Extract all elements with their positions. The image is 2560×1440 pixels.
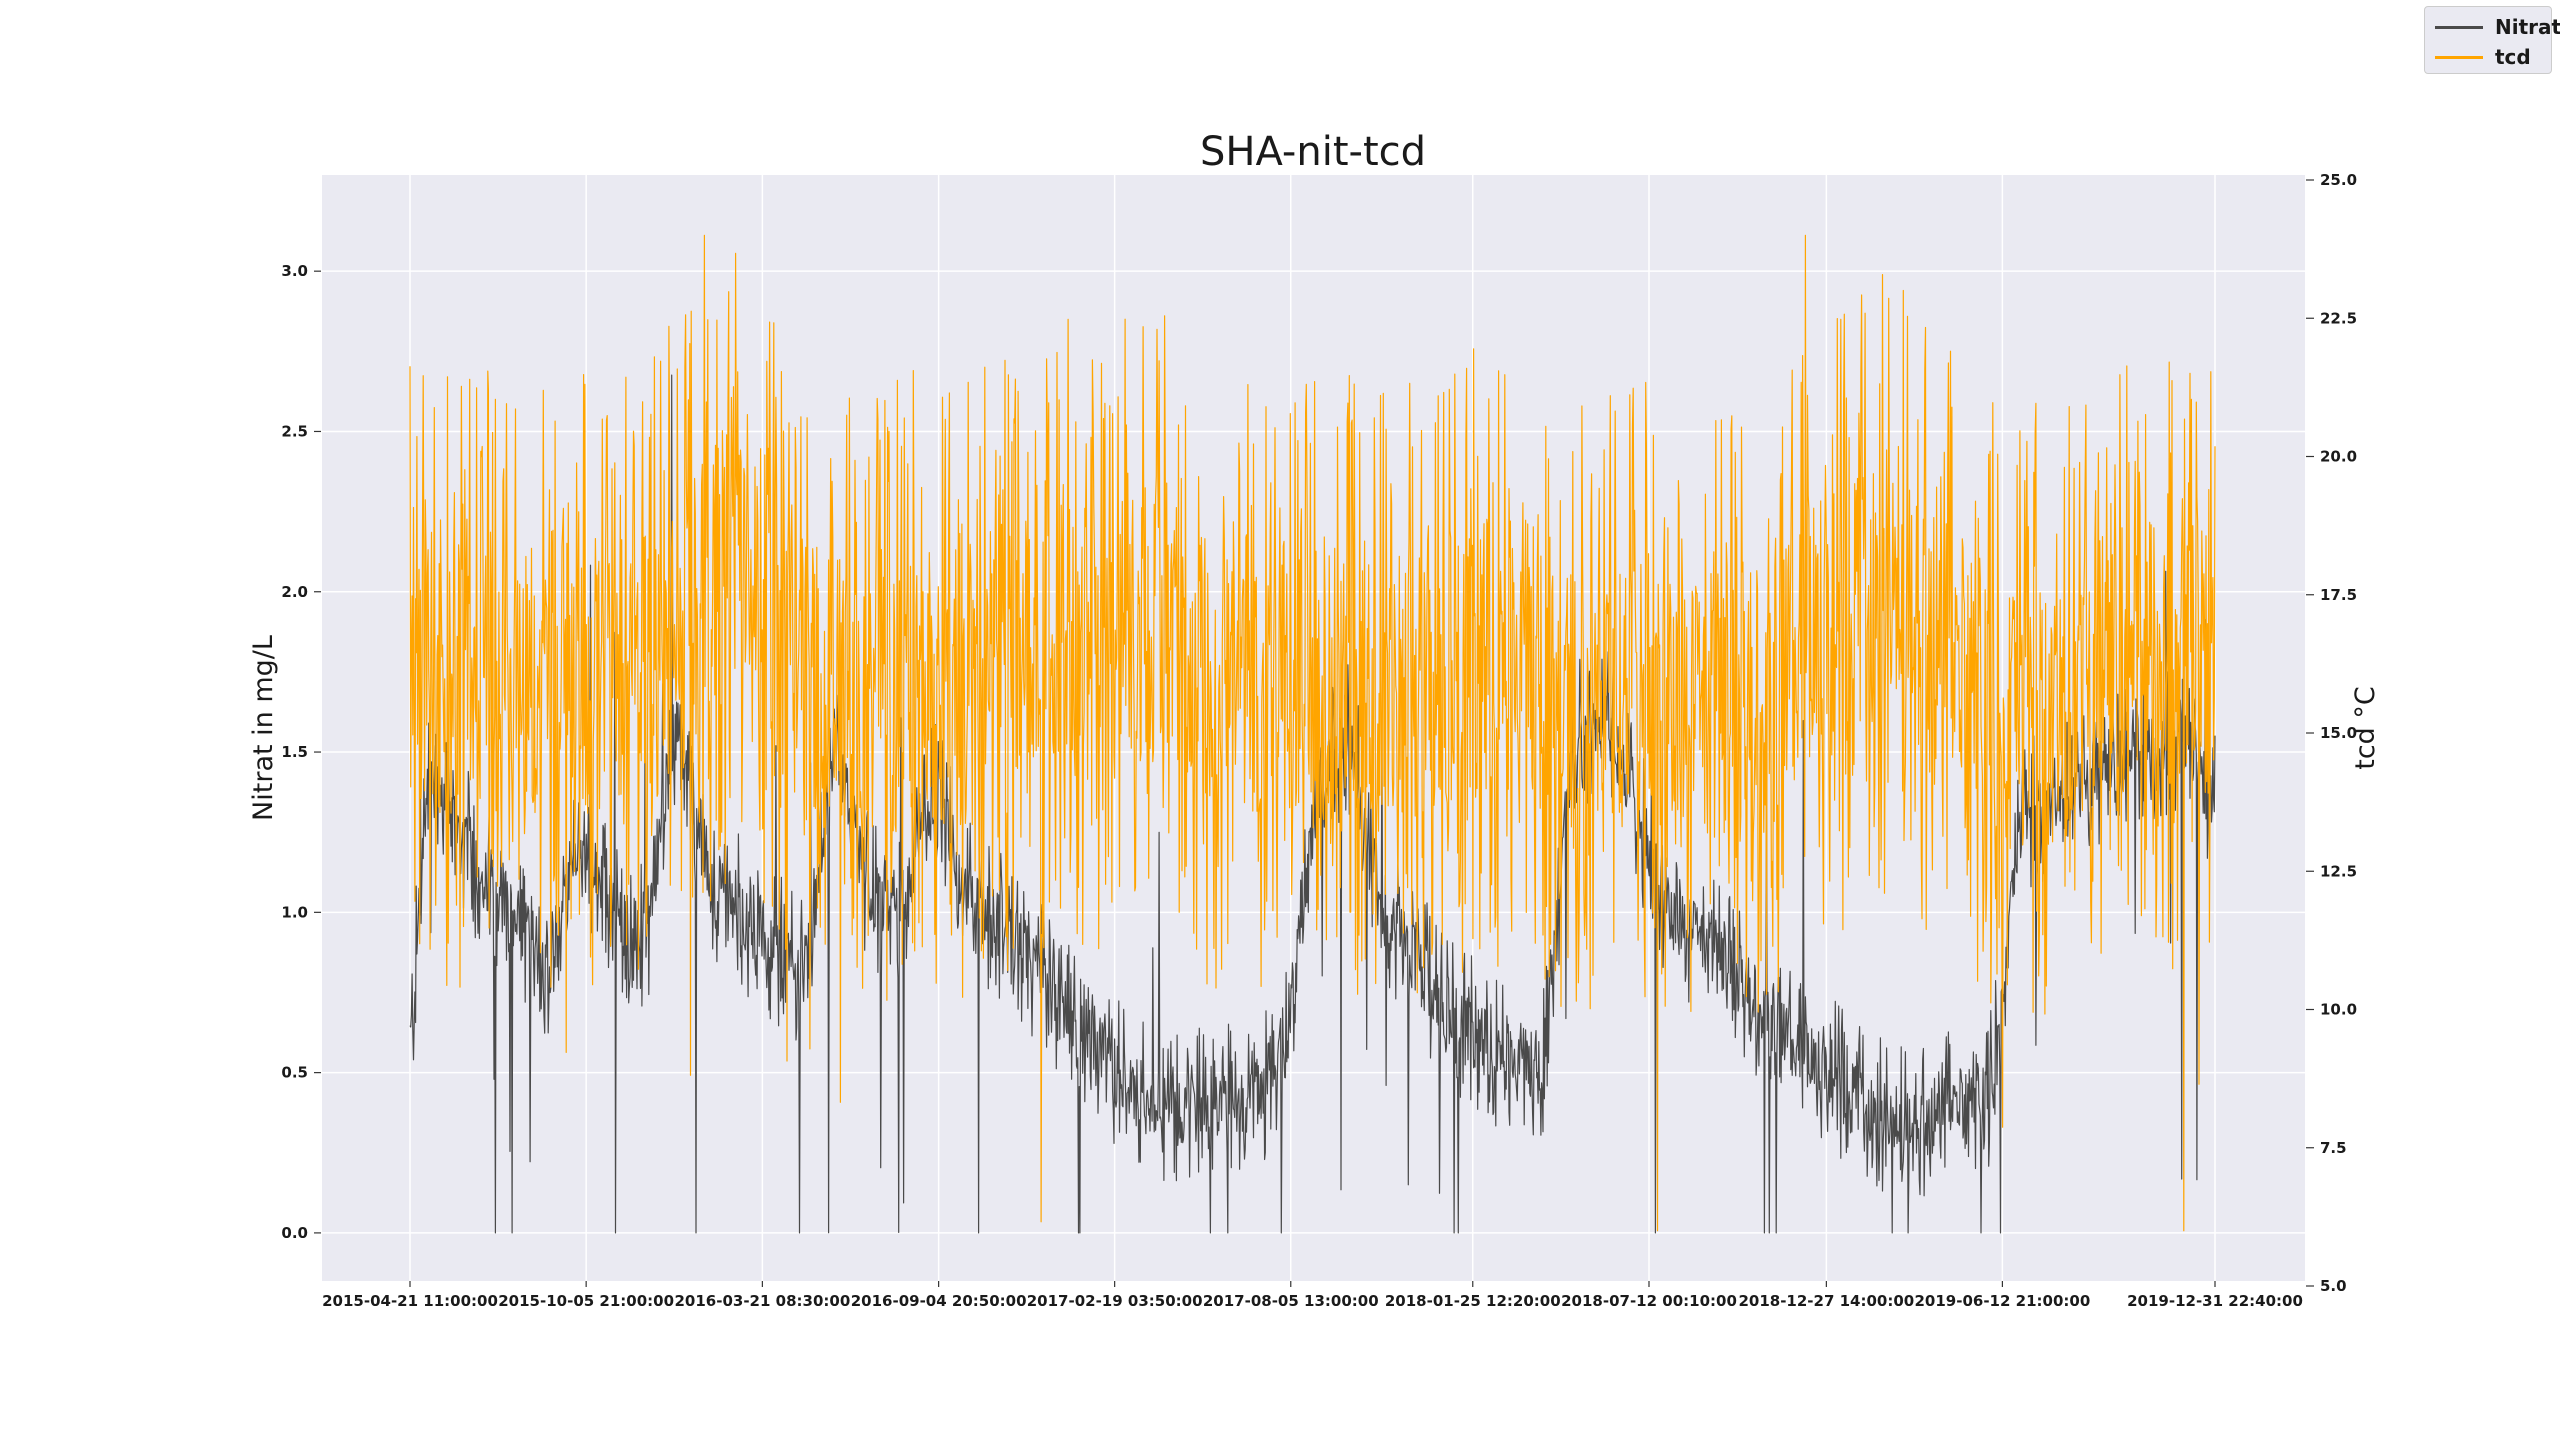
y-tick-label: 2.5 bbox=[281, 422, 308, 440]
legend: Nitrat tcd bbox=[2424, 6, 2560, 74]
y2-axis-label: tcd °C bbox=[2350, 686, 2381, 770]
x-tick-label: 2017-08-05 13:00:00 bbox=[1203, 1292, 1379, 1310]
x-tick-label: 2018-01-25 12:20:00 bbox=[1385, 1292, 1561, 1310]
y2-tick-label: 7.5 bbox=[2320, 1139, 2347, 1157]
x-tick-label: 2015-10-05 21:00:00 bbox=[498, 1292, 674, 1310]
legend-label-nitrat: Nitrat bbox=[2495, 15, 2560, 39]
series-nitrat bbox=[409, 374, 2216, 1234]
x-tick-label: 2018-07-12 00:10:00 bbox=[1561, 1292, 1737, 1310]
y2-tick-label: 10.0 bbox=[2320, 1001, 2357, 1019]
y-tick-label: 3.0 bbox=[281, 262, 308, 280]
y2-tick-label: 15.0 bbox=[2320, 724, 2357, 742]
y-axis-label: Nitrat in mg/L bbox=[248, 635, 279, 821]
x-tick-label: 2018-12-27 14:00:00 bbox=[1738, 1292, 1914, 1310]
x-tick-label: 2016-09-04 20:50:00 bbox=[851, 1292, 1027, 1310]
y2-tick-label: 12.5 bbox=[2320, 862, 2357, 880]
x-tick-label: 2016-03-21 08:30:00 bbox=[674, 1292, 850, 1310]
series-line-nitrat bbox=[409, 374, 2216, 1234]
y-tick-label: 2.0 bbox=[281, 583, 308, 601]
x-tick-label: 2015-04-21 11:00:00 bbox=[322, 1292, 498, 1310]
legend-item-tcd: tcd bbox=[2425, 43, 2551, 71]
y2-tick-label: 22.5 bbox=[2320, 309, 2357, 327]
x-tick-label: 2019-12-31 22:40:00 bbox=[2127, 1292, 2303, 1310]
legend-item-nitrat: Nitrat bbox=[2425, 13, 2560, 41]
legend-swatch-nitrat bbox=[2435, 26, 2483, 29]
y-tick-label: 1.5 bbox=[281, 743, 308, 761]
x-tick-label: 2017-02-19 03:50:00 bbox=[1027, 1292, 1203, 1310]
y2-tick-label: 25.0 bbox=[2320, 171, 2357, 189]
x-tick-label: 2019-06-12 21:00:00 bbox=[1914, 1292, 2090, 1310]
legend-label-tcd: tcd bbox=[2495, 45, 2531, 69]
legend-swatch-tcd bbox=[2435, 56, 2483, 59]
ticks: 2015-04-21 11:00:00 2015-10-05 21:00:00 20… bbox=[281, 171, 2357, 1310]
y-tick-label: 0.0 bbox=[281, 1224, 308, 1242]
series-line-tcd bbox=[409, 234, 2216, 1232]
y-tick-label: 1.0 bbox=[281, 903, 308, 921]
series-tcd bbox=[409, 234, 2216, 1232]
y2-tick-label: 17.5 bbox=[2320, 586, 2357, 604]
y2-tick-label: 5.0 bbox=[2320, 1277, 2347, 1295]
chart-title: SHA-nit-tcd bbox=[1200, 129, 1426, 175]
y2-tick-label: 20.0 bbox=[2320, 448, 2357, 466]
y-tick-label: 0.5 bbox=[281, 1064, 308, 1082]
